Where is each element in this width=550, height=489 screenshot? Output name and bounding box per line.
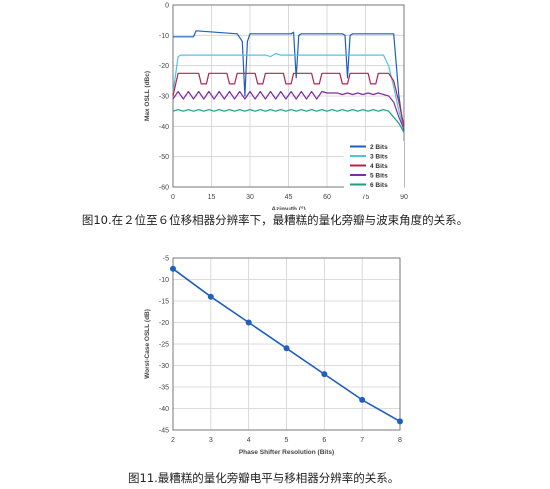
- y-tick-label: -40: [159, 124, 169, 131]
- y-tick-label: -30: [159, 363, 169, 370]
- series-line-3: [172, 72, 405, 127]
- y-tick-label: -60: [159, 185, 169, 192]
- series-line-1: [173, 30, 405, 133]
- y-tick-label: -25: [159, 342, 169, 349]
- series-line-4: [172, 90, 405, 130]
- x-tick-label: 2: [171, 437, 175, 444]
- data-point: [359, 396, 366, 403]
- y-axis-label: Max OSLL (dBc): [144, 71, 151, 121]
- legend-label: 5 Bits: [370, 173, 388, 180]
- y-axis-label: Worst-Case OSLL (dB): [144, 309, 151, 379]
- data-point: [321, 371, 328, 378]
- x-tick-label: 4: [247, 437, 251, 444]
- osll-vs-resolution-chart: 2 3 4 5 6 7 8 -5 -10 -15 -20 -25 -30 -35 -40 -45 Phase S…: [144, 256, 403, 456]
- y-tick-label: -10: [159, 277, 169, 284]
- x-tick-label: 0: [171, 194, 175, 201]
- y-tick-label: -20: [159, 63, 169, 70]
- x-tick-label: 5: [285, 437, 289, 444]
- x-tick-label: 6: [322, 437, 326, 444]
- legend-label: 6 Bits: [370, 182, 388, 189]
- data-point: [245, 319, 252, 326]
- x-tick-label: 3: [209, 437, 213, 444]
- x-tick-label: 45: [285, 194, 293, 201]
- y-tick-label: -40: [159, 406, 169, 413]
- y-tick-label: -50: [159, 154, 169, 161]
- y-tick-label: -35: [159, 385, 169, 392]
- y-tick-label: 0: [165, 3, 169, 10]
- series-line-2: [172, 52, 405, 130]
- data-point: [397, 418, 403, 425]
- y-tick-label: -5: [163, 256, 169, 263]
- x-tick-label: 90: [400, 194, 408, 201]
- y-tick-label: -30: [159, 94, 169, 101]
- x-axis-label: Phase Shifter Resolution (Bits): [239, 449, 334, 456]
- y-tick-label: -20: [159, 320, 169, 327]
- osll-vs-azimuth-chart: 0 15 30 45 60 75 90 0 -10 -20 -30 -40 -50 -60 Azimuth …: [144, 3, 408, 211]
- legend-box: [344, 141, 404, 195]
- y-tick-label: -45: [159, 428, 169, 435]
- legend-label: 4 Bits: [370, 163, 388, 170]
- x-tick-label: 15: [208, 194, 216, 201]
- x-tick-label: 60: [323, 194, 331, 201]
- x-tick-label: 30: [246, 194, 254, 201]
- legend-label: 2 Bits: [370, 144, 388, 151]
- legend-label: 3 Bits: [370, 154, 388, 161]
- data-point: [170, 265, 176, 272]
- data-point: [283, 345, 290, 352]
- x-tick-label: 75: [362, 194, 370, 201]
- y-tick-label: -15: [159, 299, 169, 306]
- data-point: [207, 293, 214, 300]
- figure-10-caption: 图10.在２位至６位移相器分辨率下，最糟糕的量化旁瓣与波束角度的关系。: [81, 213, 469, 227]
- x-tick-label: 7: [360, 437, 364, 444]
- y-tick-label: -10: [159, 33, 169, 40]
- x-axis-label: Azimuth (°): [271, 205, 305, 210]
- series-line-5: [172, 108, 405, 133]
- figure-11-caption: 图11.最糟糕的量化旁瓣电平与移相器分辨率的关系。: [128, 471, 400, 485]
- x-tick-label: 8: [398, 437, 402, 444]
- plot-frame: [172, 257, 401, 431]
